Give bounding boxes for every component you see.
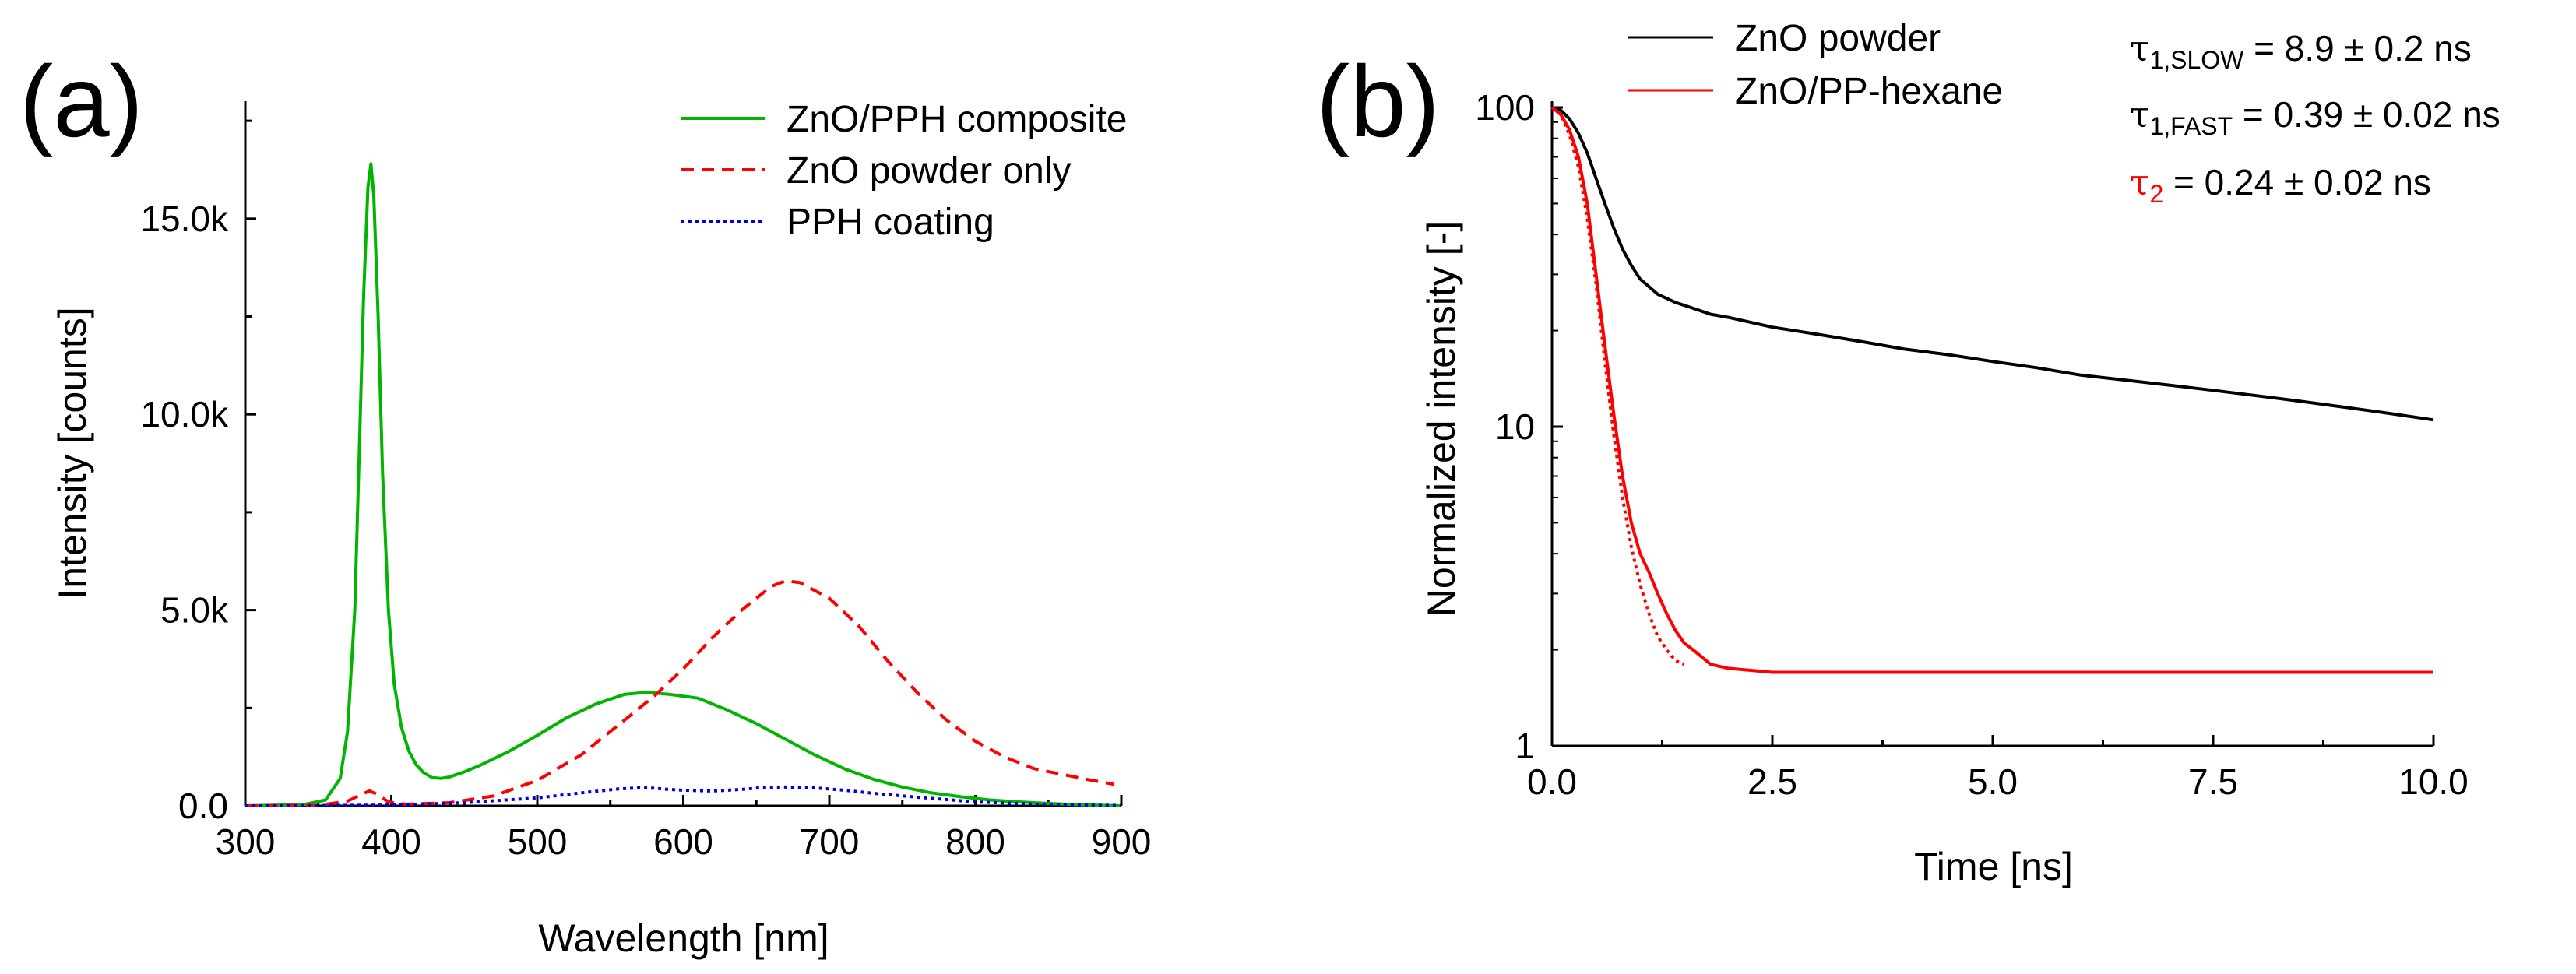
y-tick-label: 15.0k <box>140 199 229 239</box>
y-tick-label: 100 <box>1475 87 1535 128</box>
x-tick-label: 7.5 <box>2188 761 2238 802</box>
x-tick-label: 800 <box>945 821 1005 862</box>
legend-label-zno-powder: ZnO powder <box>1735 18 1941 59</box>
panel-b-series <box>1550 106 2434 674</box>
y-tick-label: 10 <box>1495 406 1535 447</box>
annotation-tau1-fast: τ1,FAST = 0.39 ± 0.02 ns <box>2130 93 2500 140</box>
x-tick-label: 2.5 <box>1747 761 1797 802</box>
legend-label-zno-powder-only: ZnO powder only <box>787 150 1072 192</box>
legend-label-pph-coating: PPH coating <box>787 202 994 243</box>
panel-a-legend: ZnO/PPH composite ZnO powder only PPH co… <box>681 99 1127 243</box>
x-tick-label: 500 <box>508 821 568 862</box>
panel-b-lifetime-annotations: τ1,SLOW = 8.9 ± 0.2 ns τ1,FAST = 0.39 ± … <box>2130 27 2500 208</box>
series-line-zno-pp-hexane-fit <box>1550 106 1685 666</box>
annotation-tau1-slow: τ1,SLOW = 8.9 ± 0.2 ns <box>2130 27 2472 74</box>
x-tick-label: 5.0 <box>1968 761 2018 802</box>
y-tick-label: 0.0 <box>178 786 228 826</box>
y-tick-label: 5.0k <box>160 590 229 631</box>
y-tick-label: 10.0k <box>140 394 229 434</box>
panel-a-y-axis-title: Intensity [counts] <box>51 307 94 599</box>
y-tick-label: 1 <box>1515 726 1535 766</box>
legend-label-zno-pp-hexane: ZnO/PP-hexane <box>1735 71 2003 112</box>
panel-a-label: (a) <box>19 44 143 158</box>
series-line-zno-powder <box>1551 106 2434 422</box>
panel-a-y-ticks: 0.0 5.0k 10.0k 15.0k <box>140 119 256 826</box>
panel-a-x-ticks: 300 400 500 600 700 800 900 <box>216 795 1152 862</box>
panel-b-x-axis-title: Time [ns] <box>1914 845 2073 888</box>
panel-a-series <box>245 162 1122 807</box>
x-tick-label: 300 <box>216 821 276 862</box>
x-tick-label: 900 <box>1092 821 1152 862</box>
x-tick-label: 0.0 <box>1527 761 1577 802</box>
series-line-zno-powder-only <box>245 578 1114 807</box>
panel-b-label: (b) <box>1316 44 1440 158</box>
x-tick-label: 10.0 <box>2398 761 2469 802</box>
panel-a-x-axis-title: Wavelength [nm] <box>538 916 829 960</box>
panel-b-x-ticks: 0.0 2.5 5.0 7.5 10.0 <box>1527 735 2469 802</box>
x-tick-label: 400 <box>361 821 421 862</box>
series-line-zno-pp-hexane <box>1550 106 2433 674</box>
x-tick-label: 600 <box>653 821 713 862</box>
panel-b-decay: (b) 0.0 2.5 5.0 7.5 10.0 1 10 100 Time [ns] No… <box>1316 18 2500 888</box>
series-line-zno-pph-composite <box>245 162 1122 807</box>
panel-b-y-axis-title: Normalized intensity [-] <box>1420 221 1463 617</box>
annotation-tau2: τ2 = 0.24 ± 0.02 ns <box>2130 161 2431 208</box>
panel-a-spectra: (a) 300 400 500 600 700 800 900 0.0 5.0k 10.0k 15… <box>19 44 1151 960</box>
legend-label-zno-pph-composite: ZnO/PPH composite <box>787 99 1127 140</box>
panel-b-legend: ZnO powder ZnO/PP-hexane <box>1628 18 2003 112</box>
x-tick-label: 700 <box>800 821 860 862</box>
panel-b-y-ticks: 1 10 100 <box>1475 87 1563 766</box>
